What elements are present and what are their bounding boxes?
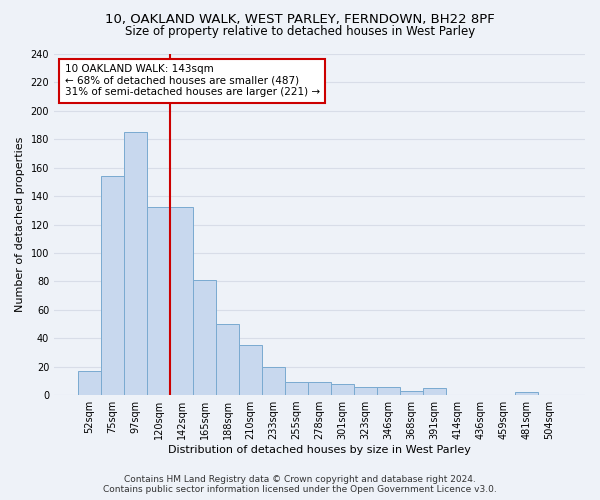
X-axis label: Distribution of detached houses by size in West Parley: Distribution of detached houses by size … (168, 445, 471, 455)
Bar (354, 386, 377, 395)
Bar (377, 386, 400, 395)
Bar (423, 388, 446, 395)
Bar (262, 366, 285, 395)
Bar (515, 392, 538, 395)
Bar (101, 176, 124, 395)
Text: 10 OAKLAND WALK: 143sqm
← 68% of detached houses are smaller (487)
31% of semi-d: 10 OAKLAND WALK: 143sqm ← 68% of detache… (65, 64, 320, 98)
Bar (78, 371, 101, 395)
Text: Contains HM Land Registry data © Crown copyright and database right 2024.
Contai: Contains HM Land Registry data © Crown c… (103, 474, 497, 494)
Bar (285, 382, 308, 395)
Bar (193, 280, 216, 395)
Bar (239, 346, 262, 395)
Bar (331, 384, 354, 395)
Y-axis label: Number of detached properties: Number of detached properties (15, 137, 25, 312)
Bar (124, 132, 147, 395)
Bar (400, 391, 423, 395)
Bar (147, 208, 170, 395)
Bar (170, 208, 193, 395)
Bar (308, 382, 331, 395)
Text: Size of property relative to detached houses in West Parley: Size of property relative to detached ho… (125, 25, 475, 38)
Bar (216, 324, 239, 395)
Text: 10, OAKLAND WALK, WEST PARLEY, FERNDOWN, BH22 8PF: 10, OAKLAND WALK, WEST PARLEY, FERNDOWN,… (105, 12, 495, 26)
